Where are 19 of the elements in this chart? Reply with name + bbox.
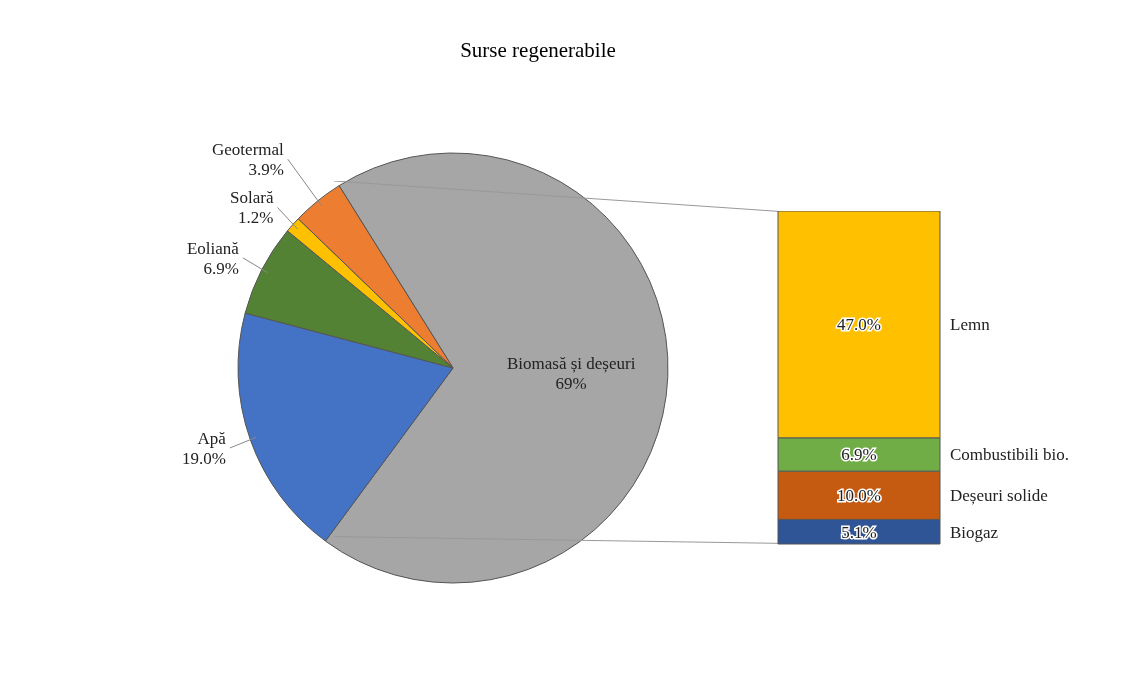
data-label: 19.0% (181, 448, 226, 468)
data-label: 47.0% (837, 315, 881, 335)
slice-label: Solară (230, 188, 274, 208)
data-label: 3.9% (248, 160, 284, 180)
series-label: Deșeuri solide (950, 486, 1048, 506)
slice-label: Eoliană (186, 238, 240, 258)
slice-label: Biomasă și deșeuri (506, 353, 636, 373)
slice-label: Apă (197, 428, 227, 448)
series-label: Biogaz (950, 522, 999, 542)
series-label: Lemn (950, 315, 991, 335)
data-label: 6.9% (841, 445, 877, 465)
data-label: 5.1% (841, 522, 877, 542)
slice-label: Geotermal (212, 140, 285, 160)
data-label: 1.2% (238, 208, 274, 228)
data-label: 69% (555, 373, 587, 393)
chart-title: Surse regenerabile (459, 38, 617, 63)
data-label: 6.9% (203, 258, 239, 278)
data-label: 10.0% (837, 486, 881, 506)
series-label: Combustibili bio. (950, 445, 1070, 465)
